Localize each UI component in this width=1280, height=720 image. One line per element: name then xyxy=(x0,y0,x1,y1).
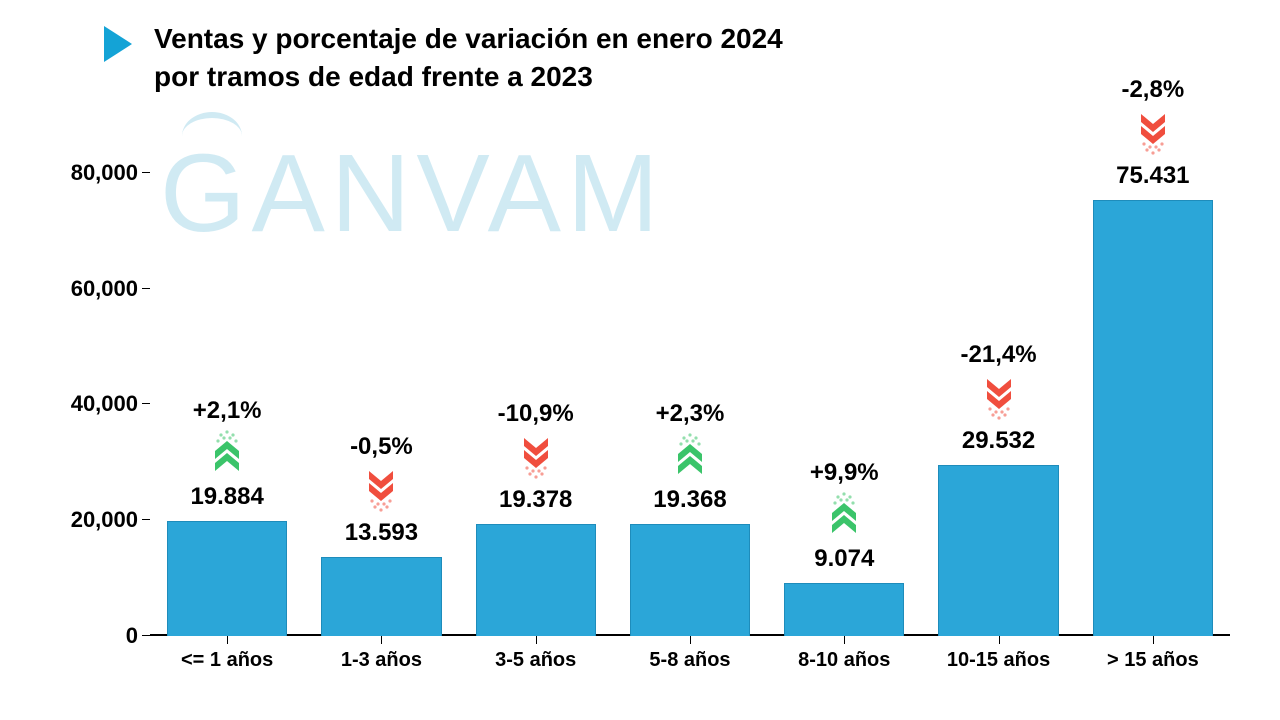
arrow-up-icon xyxy=(767,491,921,539)
arrow-up-icon xyxy=(150,429,304,477)
arrow-up-icon xyxy=(613,432,767,480)
bar-value-label: 19.884 xyxy=(150,483,304,511)
pct-change-label: -2,8% xyxy=(1076,76,1230,104)
pct-change-label: +2,3% xyxy=(613,400,767,428)
bar-value-label: 19.368 xyxy=(613,486,767,514)
pct-change-label: +9,9% xyxy=(767,459,921,487)
play-icon xyxy=(100,24,136,69)
pct-change-label: -0,5% xyxy=(304,433,458,461)
title-line-1: Ventas y porcentaje de variación en ener… xyxy=(154,23,783,54)
x-axis-label: > 15 años xyxy=(1076,649,1230,672)
bar xyxy=(476,524,596,636)
arrow-down-icon xyxy=(304,465,458,513)
pct-change-label: -10,9% xyxy=(459,400,613,428)
bar-value-label: 19.378 xyxy=(459,486,613,514)
bars-group: <= 1 años19.884 +2,1%1-3 años13.593 -0,5… xyxy=(150,116,1230,636)
bar-slot: 5-8 años19.368 +2,3% xyxy=(613,116,767,636)
chart-container: Ventas y porcentaje de variación en ener… xyxy=(0,0,1280,720)
arrow-down-icon xyxy=(921,373,1075,421)
x-axis-label: 5-8 años xyxy=(613,649,767,672)
y-tick-label: 20,000 xyxy=(71,507,138,533)
bar-value-label: 29.532 xyxy=(921,427,1075,455)
x-axis-label: 1-3 años xyxy=(304,649,458,672)
bar xyxy=(1093,200,1213,636)
x-axis-label: 8-10 años xyxy=(767,649,921,672)
y-tick-label: 60,000 xyxy=(71,276,138,302)
y-axis: 020,00040,00060,00080,000 xyxy=(40,116,150,636)
plot-area: <= 1 años19.884 +2,1%1-3 años13.593 -0,5… xyxy=(150,116,1230,636)
bar-slot: 1-3 años13.593 -0,5% xyxy=(304,116,458,636)
y-tick-label: 80,000 xyxy=(71,160,138,186)
bar xyxy=(321,557,441,636)
y-tick-label: 40,000 xyxy=(71,391,138,417)
bar-slot: > 15 años75.431 -2,8% xyxy=(1076,116,1230,636)
pct-change-label: +2,1% xyxy=(150,397,304,425)
bar-slot: 3-5 años19.378 -10,9% xyxy=(459,116,613,636)
bar-value-label: 13.593 xyxy=(304,519,458,547)
bar-value-label: 75.431 xyxy=(1076,162,1230,190)
arrow-down-icon xyxy=(459,432,613,480)
bar-slot: <= 1 años19.884 +2,1% xyxy=(150,116,304,636)
x-axis-label: 3-5 años xyxy=(459,649,613,672)
title-line-2: por tramos de edad frente a 2023 xyxy=(154,61,593,92)
bar xyxy=(630,524,750,636)
bar xyxy=(167,521,287,636)
y-tick-label: 0 xyxy=(126,623,138,649)
bar xyxy=(784,583,904,635)
bar-value-label: 9.074 xyxy=(767,545,921,573)
chart-title: Ventas y porcentaje de variación en ener… xyxy=(154,20,783,96)
bar xyxy=(938,465,1058,636)
chart-area: 020,00040,00060,00080,000 <= 1 años19.88… xyxy=(40,116,1240,686)
bar-slot: 8-10 años9.074 +9,9% xyxy=(767,116,921,636)
x-axis-label: 10-15 años xyxy=(921,649,1075,672)
header: Ventas y porcentaje de variación en ener… xyxy=(40,20,1240,96)
bar-slot: 10-15 años29.532 -21,4% xyxy=(921,116,1075,636)
arrow-down-icon xyxy=(1076,108,1230,156)
pct-change-label: -21,4% xyxy=(921,341,1075,369)
x-axis-label: <= 1 años xyxy=(150,649,304,672)
